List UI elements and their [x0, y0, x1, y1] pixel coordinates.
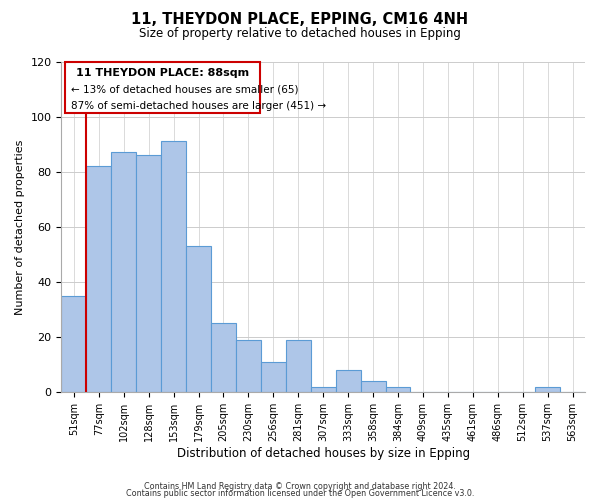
Bar	[236, 340, 261, 392]
Bar	[311, 387, 335, 392]
Bar	[211, 324, 236, 392]
Text: Contains public sector information licensed under the Open Government Licence v3: Contains public sector information licen…	[126, 490, 474, 498]
Bar	[61, 296, 86, 392]
Text: 11, THEYDON PLACE, EPPING, CM16 4NH: 11, THEYDON PLACE, EPPING, CM16 4NH	[131, 12, 469, 28]
Bar	[161, 142, 186, 392]
Y-axis label: Number of detached properties: Number of detached properties	[15, 139, 25, 314]
Bar	[186, 246, 211, 392]
Bar	[261, 362, 286, 392]
Text: Size of property relative to detached houses in Epping: Size of property relative to detached ho…	[139, 28, 461, 40]
Text: ← 13% of detached houses are smaller (65): ← 13% of detached houses are smaller (65…	[71, 85, 299, 95]
X-axis label: Distribution of detached houses by size in Epping: Distribution of detached houses by size …	[176, 447, 470, 460]
Bar	[136, 155, 161, 392]
Bar	[286, 340, 311, 392]
Bar	[111, 152, 136, 392]
Bar	[386, 387, 410, 392]
Bar	[86, 166, 111, 392]
Bar	[535, 387, 560, 392]
Bar	[335, 370, 361, 392]
FancyBboxPatch shape	[65, 62, 260, 112]
Text: 87% of semi-detached houses are larger (451) →: 87% of semi-detached houses are larger (…	[71, 102, 326, 112]
Bar	[361, 382, 386, 392]
Text: Contains HM Land Registry data © Crown copyright and database right 2024.: Contains HM Land Registry data © Crown c…	[144, 482, 456, 491]
Text: 11 THEYDON PLACE: 88sqm: 11 THEYDON PLACE: 88sqm	[76, 68, 249, 78]
